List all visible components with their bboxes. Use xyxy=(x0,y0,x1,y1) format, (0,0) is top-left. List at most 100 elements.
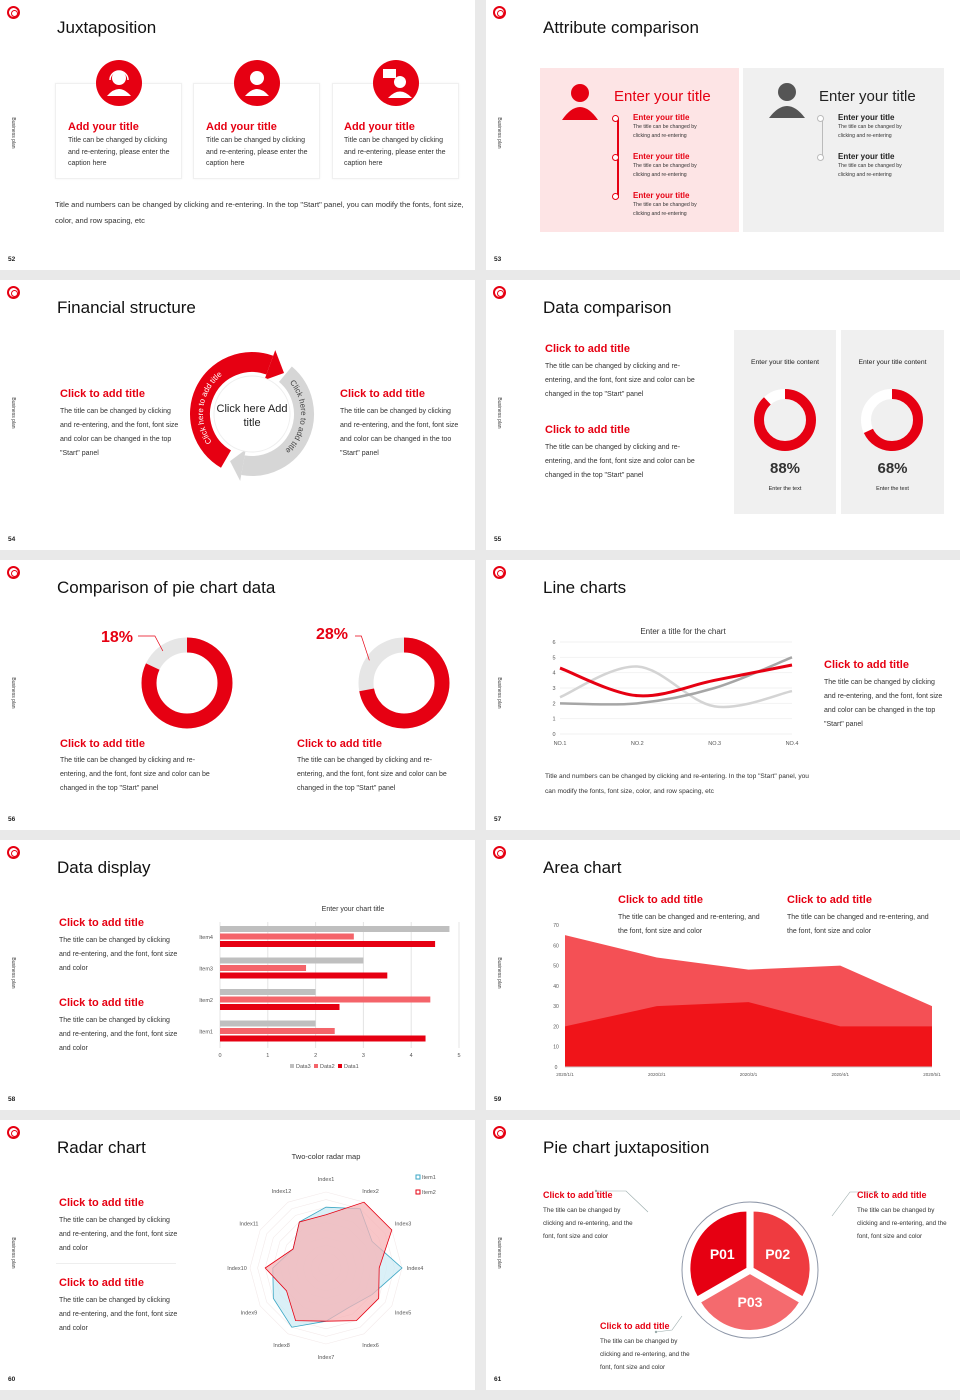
axis-label: Index1 xyxy=(318,1177,335,1183)
legend-label: Item2 xyxy=(422,1190,436,1196)
slide-title: Line charts xyxy=(543,578,627,597)
stat-panel: Enter your title content 88% Enter the t… xyxy=(734,330,836,514)
y-tick-label: 3 xyxy=(552,686,555,692)
bar-Data1-Item4 xyxy=(220,941,436,947)
slide-55[interactable]: Business plan Data comparison Click to a… xyxy=(486,280,960,550)
stat-value: 68% xyxy=(877,460,908,477)
slide-53[interactable]: Business plan Attribute comparison Enter… xyxy=(486,0,960,270)
bar-Data3-Item4 xyxy=(220,926,450,932)
slide-59[interactable]: Business plan Area chart 0 10 20 30 40 50 60 70… xyxy=(486,840,960,1110)
timeline-node xyxy=(612,115,619,122)
bar-Data3-Item1 xyxy=(220,1020,316,1027)
x-tick-label: 0 xyxy=(218,1053,221,1059)
logo-icon xyxy=(7,6,20,19)
outer-ring xyxy=(681,1201,819,1339)
axis-label: Index10 xyxy=(227,1266,247,1272)
block-body: The title can be changed by clicking and… xyxy=(545,444,695,479)
red-arc xyxy=(190,352,274,468)
block-title: Click to add title xyxy=(545,343,630,355)
block-title: Click to add title xyxy=(787,894,872,906)
page-number: 58 xyxy=(8,1096,16,1103)
axis-label: Index7 xyxy=(318,1355,335,1361)
panel-heading: Enter your title xyxy=(614,88,711,105)
block-body: The title can be changed by clicking and… xyxy=(543,1207,633,1240)
y-tick-label: 40 xyxy=(553,984,559,990)
slide-title: Data display xyxy=(57,858,151,877)
gray-arc xyxy=(241,366,314,476)
side-title: Click to add title xyxy=(824,659,909,671)
leader-dot xyxy=(874,1190,878,1194)
card-title: Add your title xyxy=(206,121,277,133)
x-tick-label: 2020/3/1 xyxy=(740,1072,758,1077)
line-chart: Enter a title for the chart 0 1 2 3 4 5 6 NO.1 NO… xyxy=(552,627,798,747)
bar-Data1-Item3 xyxy=(220,972,388,979)
slide-54[interactable]: Business plan Financial structure Click … xyxy=(0,280,475,550)
card-title: Add your title xyxy=(68,121,139,133)
y-tick-label: 70 xyxy=(553,923,559,929)
slide-57[interactable]: Business plan Line charts Enter a title … xyxy=(486,560,960,830)
x-tick-label: 1 xyxy=(266,1053,269,1059)
x-tick-label: NO.1 xyxy=(554,741,567,747)
line-series-2 xyxy=(559,665,793,709)
attribute-panel-gray: Enter your title xyxy=(743,68,944,232)
item-title: Enter your title xyxy=(838,152,895,161)
block-title: Click to add title xyxy=(545,424,630,436)
right-title: Click to add title xyxy=(340,388,425,400)
x-tick-label: 3 xyxy=(362,1053,365,1059)
timeline-node xyxy=(817,154,824,161)
block-title: Click to add title xyxy=(618,894,703,906)
page-number: 52 xyxy=(8,256,16,263)
line-series-3 xyxy=(559,656,793,706)
legend-label: Data1 xyxy=(344,1064,359,1070)
y-tick-label: 50 xyxy=(553,964,559,970)
bar-Data2-Item3 xyxy=(220,965,307,971)
block-body: The title can be changed and re-entering… xyxy=(787,914,929,935)
x-tick-label: 4 xyxy=(410,1053,413,1059)
item-body: The title can be changed by clicking and… xyxy=(633,163,697,178)
slide-56[interactable]: Business plan Comparison of pie chart da… xyxy=(0,560,475,830)
timeline-node xyxy=(612,154,619,161)
block-body: The title can be changed by clicking and… xyxy=(59,937,178,972)
slide-60[interactable]: Business plan Radar chart Click to add t… xyxy=(0,1120,475,1390)
pie-title: Click to add title xyxy=(297,738,382,750)
logo-icon xyxy=(7,566,20,579)
x-tick-label: 2020/1/1 xyxy=(556,1072,574,1077)
y-tick-label: 2 xyxy=(552,701,555,707)
item-body: The title can be changed by clicking and… xyxy=(633,202,697,217)
legend-swatch xyxy=(338,1064,342,1068)
slide-title: Financial structure xyxy=(57,298,196,317)
bar-Data2-Item2 xyxy=(220,996,431,1003)
chart-title: Enter your chart title xyxy=(322,906,385,913)
slide-61[interactable]: Business plan Pie chart juxtaposition P0… xyxy=(486,1120,960,1390)
page-number: 59 xyxy=(494,1096,502,1103)
leader-line xyxy=(355,635,370,661)
slide-title: Area chart xyxy=(543,858,622,877)
donut-chart xyxy=(754,389,816,451)
block-body: The title can be changed by clicking and… xyxy=(59,1217,178,1252)
logo-icon xyxy=(7,286,20,299)
legend-swatch xyxy=(290,1064,294,1068)
y-tick-label: 4 xyxy=(552,671,555,677)
slide-52[interactable]: Business plan Juxtaposition Add your tit… xyxy=(0,0,475,270)
x-tick-label: 2020/5/1 xyxy=(923,1072,941,1077)
slide-title: Attribute comparison xyxy=(543,18,699,37)
pie-title: Click to add title xyxy=(60,738,145,750)
block-body: The title can be changed by clicking and… xyxy=(545,363,695,398)
segment-label: P03 xyxy=(738,1294,763,1310)
axis-label: Index11 xyxy=(239,1222,258,1228)
center-label[interactable]: Click here Add title xyxy=(216,403,288,429)
card-body: Title can be changed by clicking and re-… xyxy=(68,137,170,167)
segmented-pie: P01 P02 P03 xyxy=(594,1189,878,1339)
timeline-node xyxy=(817,115,824,122)
pie-percent: 18% xyxy=(101,629,134,646)
block-body: The title can be changed and re-entering… xyxy=(618,914,760,935)
logo-icon xyxy=(493,566,506,579)
slide-58[interactable]: Business plan Data display Click to add … xyxy=(0,840,475,1110)
donut-chart xyxy=(861,389,923,451)
donut-value xyxy=(754,389,816,451)
y-tick-label: 30 xyxy=(553,1004,559,1010)
item-body: The title can be changed by clicking and… xyxy=(633,124,697,139)
block-title: Click to add title xyxy=(59,1197,144,1209)
leader-dot xyxy=(654,1330,658,1334)
block-title: Click to add title xyxy=(600,1321,670,1331)
